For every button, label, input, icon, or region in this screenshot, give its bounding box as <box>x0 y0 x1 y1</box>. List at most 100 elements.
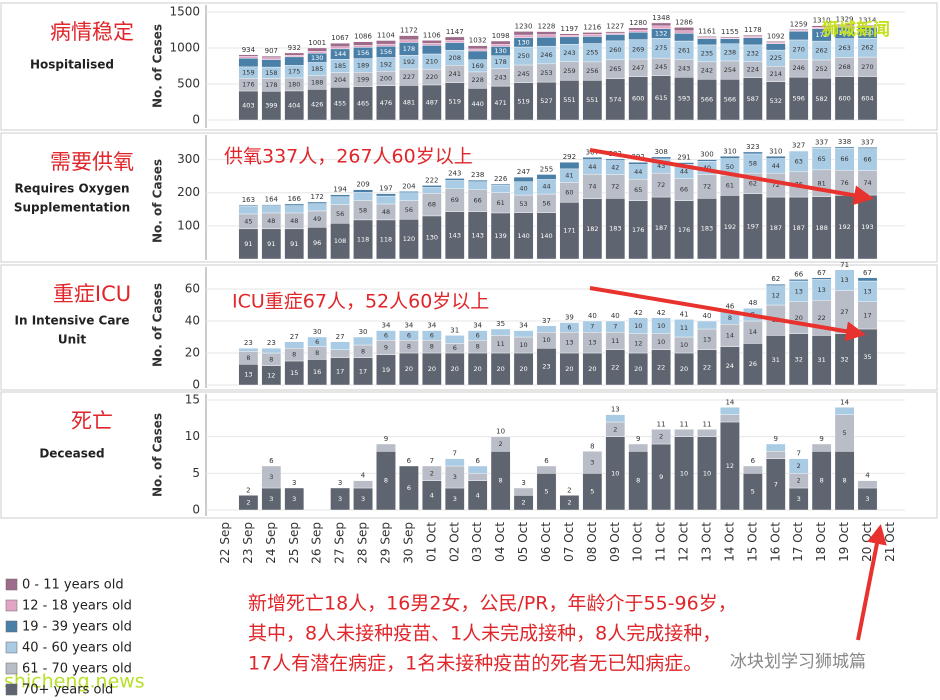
bar-segment <box>743 34 763 37</box>
total-label: 42 <box>634 309 643 317</box>
segment-label: 8 <box>384 477 388 485</box>
x-tick-label: 16 Oct <box>768 522 782 562</box>
segment-label: 246 <box>540 51 552 59</box>
total-label: 1161 <box>698 27 716 35</box>
bar-segment <box>513 330 534 338</box>
total-label: 42 <box>657 309 666 317</box>
segment-label: 2 <box>430 469 434 477</box>
y-axis-title: No. of Cases <box>151 413 165 497</box>
segment-label: 10 <box>519 341 527 349</box>
segment-label: 7 <box>590 323 594 331</box>
segment-label: 246 <box>793 64 805 72</box>
bar-segment <box>559 162 580 170</box>
bar-segment <box>651 25 671 29</box>
total-label: 226 <box>494 175 508 183</box>
segment-label: 481 <box>403 99 415 107</box>
segment-label: 50 <box>726 163 734 171</box>
total-label: 34 <box>519 322 528 330</box>
segment-label: 144 <box>334 50 346 58</box>
total-label: 1286 <box>675 18 693 26</box>
segment-label: 455 <box>334 100 346 108</box>
bar-segment <box>582 157 603 160</box>
bar-segment <box>811 443 832 452</box>
segment-label: 224 <box>747 66 759 74</box>
y-tick-label: 0 <box>192 378 200 392</box>
segment-label: 197 <box>747 222 759 230</box>
bar-segment <box>238 348 259 352</box>
segment-label: 192 <box>403 58 415 66</box>
segment-label: 31 <box>772 356 780 364</box>
y-tick-label: 40 <box>185 314 200 328</box>
bar-segment <box>284 203 305 206</box>
bar-segment <box>765 43 786 51</box>
segment-label: 20 <box>451 365 459 373</box>
x-tick-label: 01 Oct <box>424 522 438 562</box>
x-tick-label: 02 Oct <box>447 522 461 562</box>
total-label: 310 <box>723 147 736 155</box>
segment-label: 53 <box>519 200 527 208</box>
total-label: 209 <box>356 181 369 189</box>
total-label: 1310 <box>813 17 831 25</box>
segment-label: 27 <box>840 308 848 316</box>
segment-label: 182 <box>586 225 598 233</box>
total-label: 291 <box>677 154 690 162</box>
total-label: 1098 <box>492 32 510 40</box>
bar-segment <box>261 59 282 68</box>
segment-label: 188 <box>815 224 827 232</box>
bar-segment <box>353 192 373 201</box>
total-label: 7 <box>796 450 800 458</box>
segment-label: 465 <box>357 99 369 107</box>
bar-segment <box>376 193 396 197</box>
arrow <box>856 524 887 641</box>
bar-segment <box>399 35 419 41</box>
total-label: 9 <box>774 435 778 443</box>
segment-label: 12 <box>634 339 642 347</box>
segment-label: 10 <box>634 322 642 330</box>
segment-label: 245 <box>655 63 667 71</box>
segment-label: 11 <box>611 337 619 345</box>
segment-label: 270 <box>793 46 805 54</box>
x-tick-label: 30 Sep <box>401 522 415 564</box>
total-label: 37 <box>542 317 551 325</box>
total-label: 1067 <box>331 34 349 42</box>
bar-segment <box>376 443 396 452</box>
bar-segment <box>651 429 671 445</box>
segment-label: 12 <box>772 291 780 299</box>
segment-label: 8 <box>820 477 824 485</box>
total-label: 35 <box>496 320 505 328</box>
segment-label: 44 <box>588 163 596 171</box>
y-axis-title: No. of Cases <box>151 283 165 367</box>
segment-label: 3 <box>865 495 869 503</box>
legend-label: 40 - 60 years old <box>22 641 132 656</box>
segment-label: 42 <box>611 164 619 172</box>
y-tick-label: 0 <box>192 113 200 127</box>
segment-label: 143 <box>471 231 483 239</box>
segment-label: 20 <box>634 365 642 373</box>
bar-segment <box>605 31 626 34</box>
bar-segment <box>536 465 557 474</box>
segment-label: 22 <box>611 363 619 371</box>
total-label: 23 <box>244 339 253 347</box>
segment-label: 12 <box>267 371 275 379</box>
total-label: 1092 <box>767 32 785 40</box>
segment-label: 10 <box>680 469 688 477</box>
bar-segment <box>422 45 442 55</box>
total-label: 1348 <box>652 14 670 22</box>
segment-label: 260 <box>609 46 621 54</box>
bar-segment <box>674 429 694 437</box>
segment-label: 66 <box>863 156 871 164</box>
segment-label: 8 <box>499 477 503 485</box>
segment-label: 66 <box>840 155 848 163</box>
segment-label: 10 <box>657 322 665 330</box>
segment-label: 243 <box>678 65 690 73</box>
total-label: 9 <box>636 435 640 443</box>
segment-label: 3 <box>797 495 801 503</box>
segment-label: 176 <box>678 226 690 234</box>
bar-segment <box>261 205 282 214</box>
total-label: 1147 <box>446 28 464 36</box>
segment-label: 143 <box>449 231 461 239</box>
total-label: 1197 <box>561 25 579 33</box>
bar-segment <box>559 35 580 38</box>
segment-label: 48 <box>382 208 390 216</box>
segment-label: 551 <box>586 96 598 104</box>
